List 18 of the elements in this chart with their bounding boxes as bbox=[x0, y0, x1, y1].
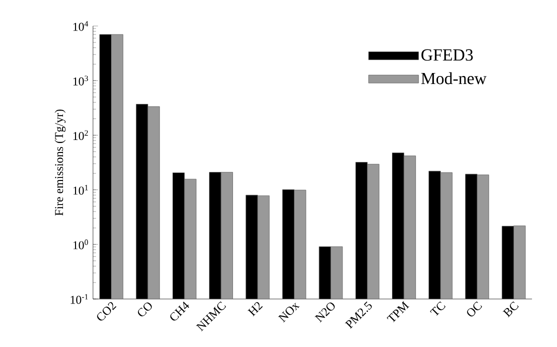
x-tick-label: CH4 bbox=[170, 302, 190, 321]
y-axis-title: Fire emissions (Tg/yr) bbox=[54, 110, 66, 216]
y-tick-label: 10$^{4}$ bbox=[73, 21, 88, 31]
x-tick-label: CO2 bbox=[97, 302, 116, 321]
legend-label: GFED3 bbox=[421, 49, 473, 61]
y-tick-label: 10$^{1}$ bbox=[73, 184, 88, 195]
legend-label: Mod-new bbox=[421, 72, 487, 84]
x-tick-label: NOx bbox=[278, 302, 300, 322]
y-tick-label: 10$^{0}$ bbox=[73, 240, 88, 250]
y-tick-label: 10$^{2}$ bbox=[73, 130, 88, 140]
x-tick-label: H2 bbox=[248, 302, 263, 316]
x-tick-label: TC bbox=[430, 301, 446, 316]
x-tick-label: OC bbox=[467, 301, 482, 316]
y-tick-label: 10$^{3}$ bbox=[73, 76, 88, 86]
y-tick-label: 10$^{-1}$ bbox=[70, 294, 88, 304]
x-tick-label: BC bbox=[502, 301, 519, 318]
x-tick-label: N2O bbox=[314, 302, 335, 322]
x-tick-label: CO bbox=[138, 302, 152, 316]
